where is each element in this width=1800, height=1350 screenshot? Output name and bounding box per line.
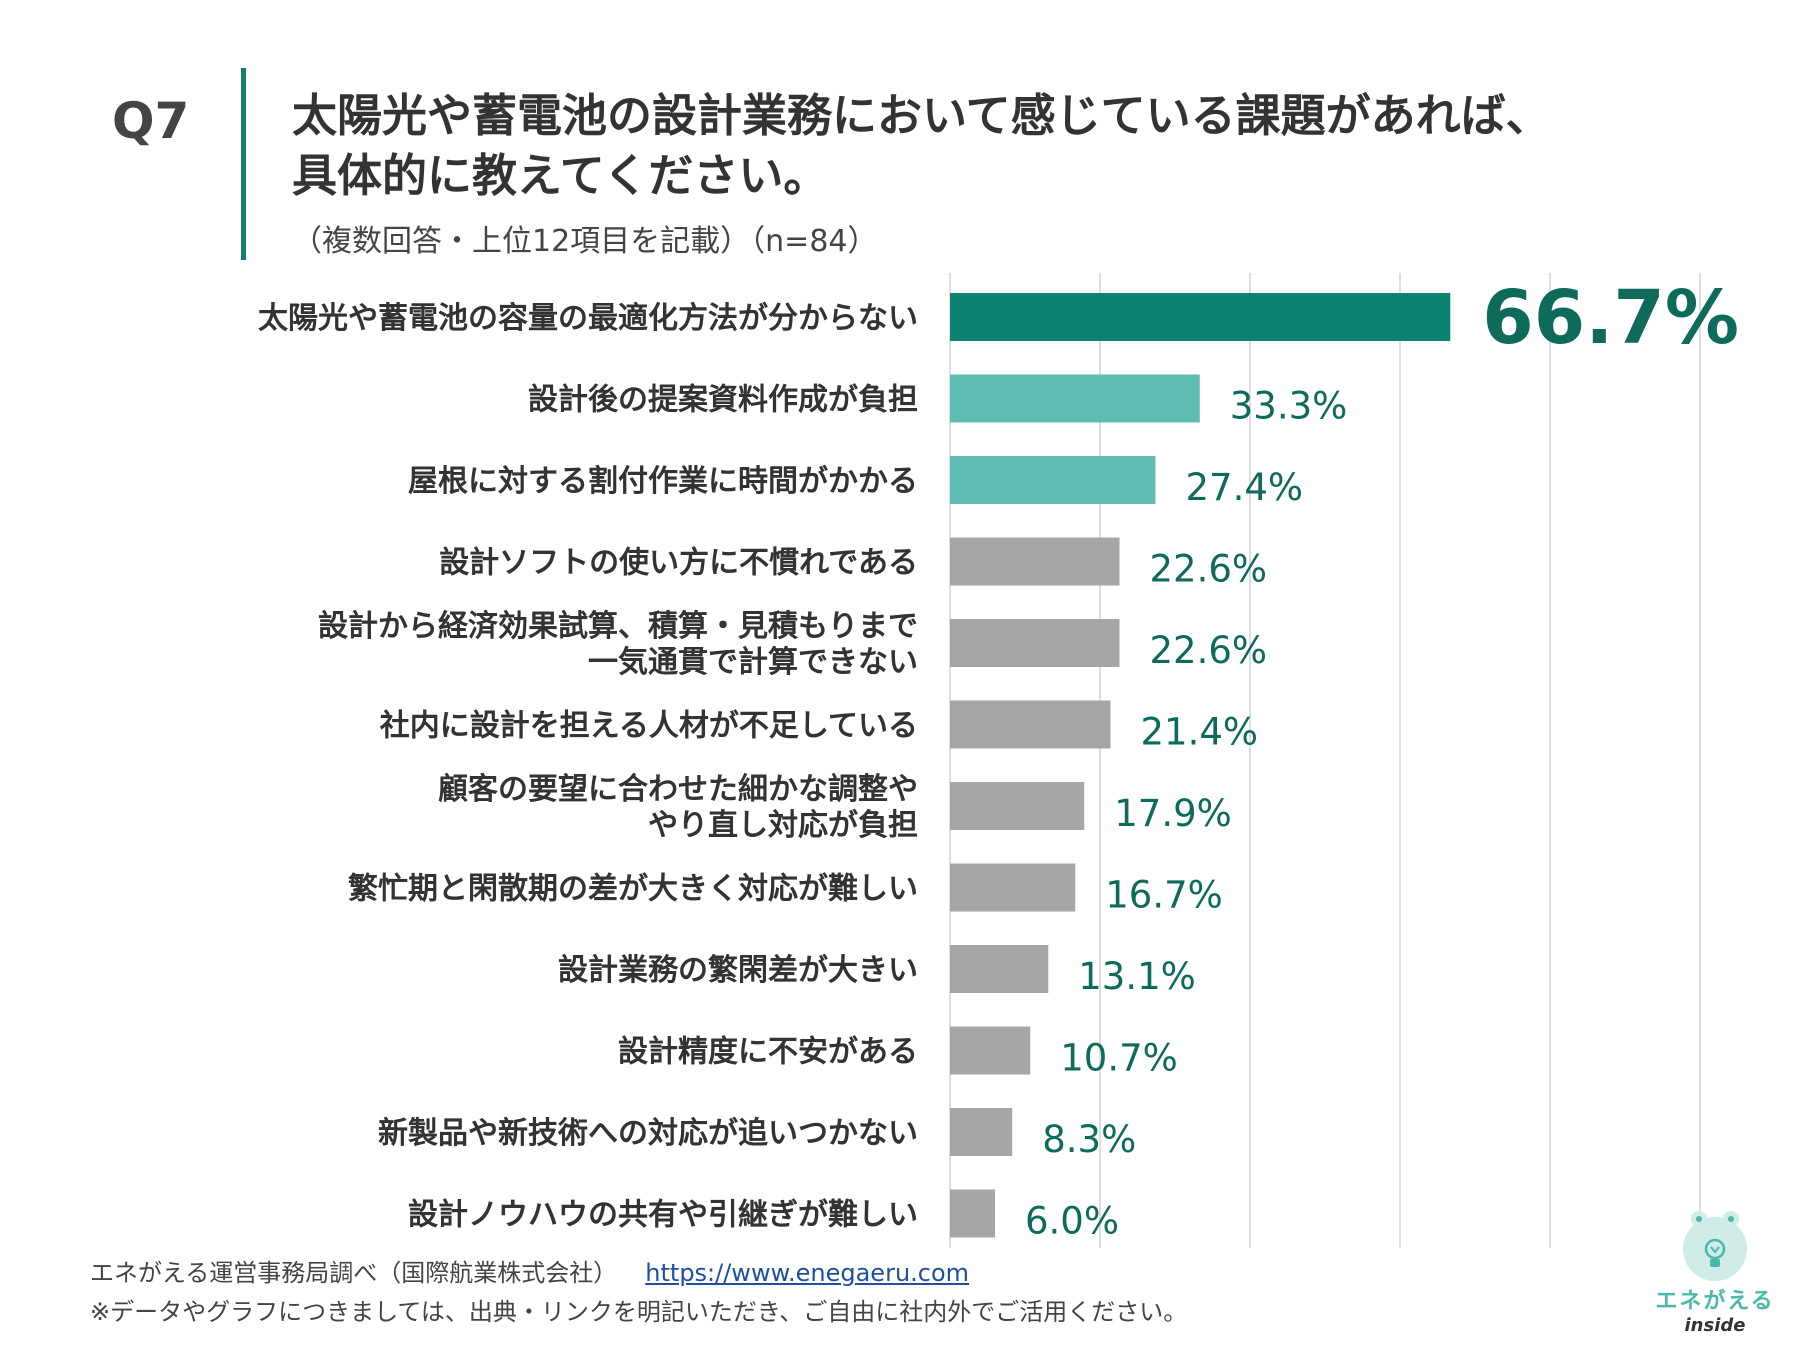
category-label: 繁忙期と閑散期の差が大きく対応が難しい — [348, 872, 918, 907]
value-label: 13.1% — [1078, 955, 1196, 998]
category-label-line: 新製品や新技術への対応が追いつかない — [378, 1116, 918, 1151]
question-subtitle: （複数回答・上位12項目を記載）（n=84） — [292, 224, 878, 259]
bar — [950, 1108, 1013, 1156]
value-label: 22.6% — [1150, 548, 1268, 591]
category-label-line: 設計ソフトの使い方に不慣れである — [439, 546, 918, 581]
question-title-line-1: 太陽光や蓄電池の設計業務において感じている課題があれば、 — [292, 89, 1551, 142]
category-label-line: 顧客の要望に合わせた細かな調整や — [438, 772, 918, 807]
category-label: 設計ノウハウの共有や引継ぎが難しい — [408, 1198, 918, 1233]
category-label: 設計後の提案資料作成が負担 — [528, 383, 918, 418]
bar — [950, 537, 1120, 586]
category-label: 社内に設計を担える人材が不足している — [380, 709, 918, 744]
category-label: 新製品や新技術への対応が追いつかない — [378, 1116, 918, 1151]
usage-note: ※データやグラフにつきましては、出典・リンクを明記いただき、ご自由に社内外でご活… — [90, 1298, 1188, 1326]
bar — [950, 1189, 995, 1238]
value-label: 10.7% — [1060, 1037, 1178, 1080]
enegaeru-logo: エネがえる inside — [1650, 1205, 1780, 1340]
value-label: 33.3% — [1230, 385, 1348, 428]
category-label-line: 設計から経済効果試算、積算・見積もりまで — [318, 609, 918, 644]
category-label-line: 繁忙期と閑散期の差が大きく対応が難しい — [348, 872, 918, 907]
category-label-line: 設計ノウハウの共有や引継ぎが難しい — [408, 1198, 918, 1233]
value-label: 66.7% — [1482, 275, 1739, 361]
bar — [950, 1026, 1031, 1075]
category-label: 太陽光や蓄電池の容量の最適化方法が分からない — [258, 301, 918, 336]
bar — [950, 456, 1156, 504]
category-label-line: 太陽光や蓄電池の容量の最適化方法が分からない — [258, 301, 918, 336]
question-number: Q7 — [112, 92, 190, 150]
category-label-line: 屋根に対する割付作業に時間がかかる — [408, 464, 918, 499]
value-label: 21.4% — [1141, 711, 1259, 754]
category-label-line: 一気通貫で計算できない — [588, 645, 918, 680]
value-label: 27.4% — [1186, 466, 1304, 509]
bar — [950, 619, 1120, 667]
bar — [950, 700, 1111, 749]
category-label: 設計業務の繁閑差が大きい — [558, 953, 918, 988]
category-label-line: 設計業務の繁閑差が大きい — [558, 953, 918, 988]
category-label: 設計精度に不安がある — [618, 1035, 918, 1070]
bar — [950, 863, 1076, 912]
value-label: 6.0% — [1025, 1200, 1119, 1243]
bar — [950, 293, 1451, 341]
category-label-line: やり直し対応が負担 — [648, 808, 918, 843]
category-label: 屋根に対する割付作業に時間がかかる — [408, 464, 918, 499]
value-label: 16.7% — [1105, 874, 1223, 917]
value-label: 22.6% — [1150, 629, 1268, 672]
category-label-line: 設計精度に不安がある — [618, 1035, 918, 1070]
bar — [950, 782, 1085, 830]
logo-sub: inside — [1684, 1315, 1746, 1336]
question-title-line-2: 具体的に教えてください。 — [292, 149, 829, 202]
bar — [950, 374, 1200, 423]
footer-source-line: エネがえる運営事務局調べ（国際航業株式会社） https://www.enegae… — [90, 1253, 969, 1288]
category-label: 顧客の要望に合わせた細かな調整ややり直し対応が負担 — [438, 772, 918, 843]
category-label: 設計ソフトの使い方に不慣れである — [439, 546, 918, 581]
source-text: エネがえる運営事務局調べ（国際航業株式会社） — [90, 1259, 618, 1287]
question-title: 太陽光や蓄電池の設計業務において感じている課題があれば、 具体的に教えてください… — [292, 86, 1551, 206]
frog-bulb-icon — [1683, 1211, 1747, 1281]
category-label: 設計から経済効果試算、積算・見積もりまで一気通貫で計算できない — [318, 609, 918, 680]
value-label: 17.9% — [1114, 792, 1232, 835]
logo-name: エネがえる — [1655, 1289, 1775, 1314]
title-divider — [241, 68, 246, 260]
category-label-line: 社内に設計を担える人材が不足している — [380, 709, 918, 744]
category-label-line: 設計後の提案資料作成が負担 — [528, 383, 918, 418]
source-link[interactable]: https://www.enegaeru.com — [645, 1259, 970, 1287]
value-label: 8.3% — [1042, 1118, 1136, 1161]
bar — [950, 945, 1049, 993]
